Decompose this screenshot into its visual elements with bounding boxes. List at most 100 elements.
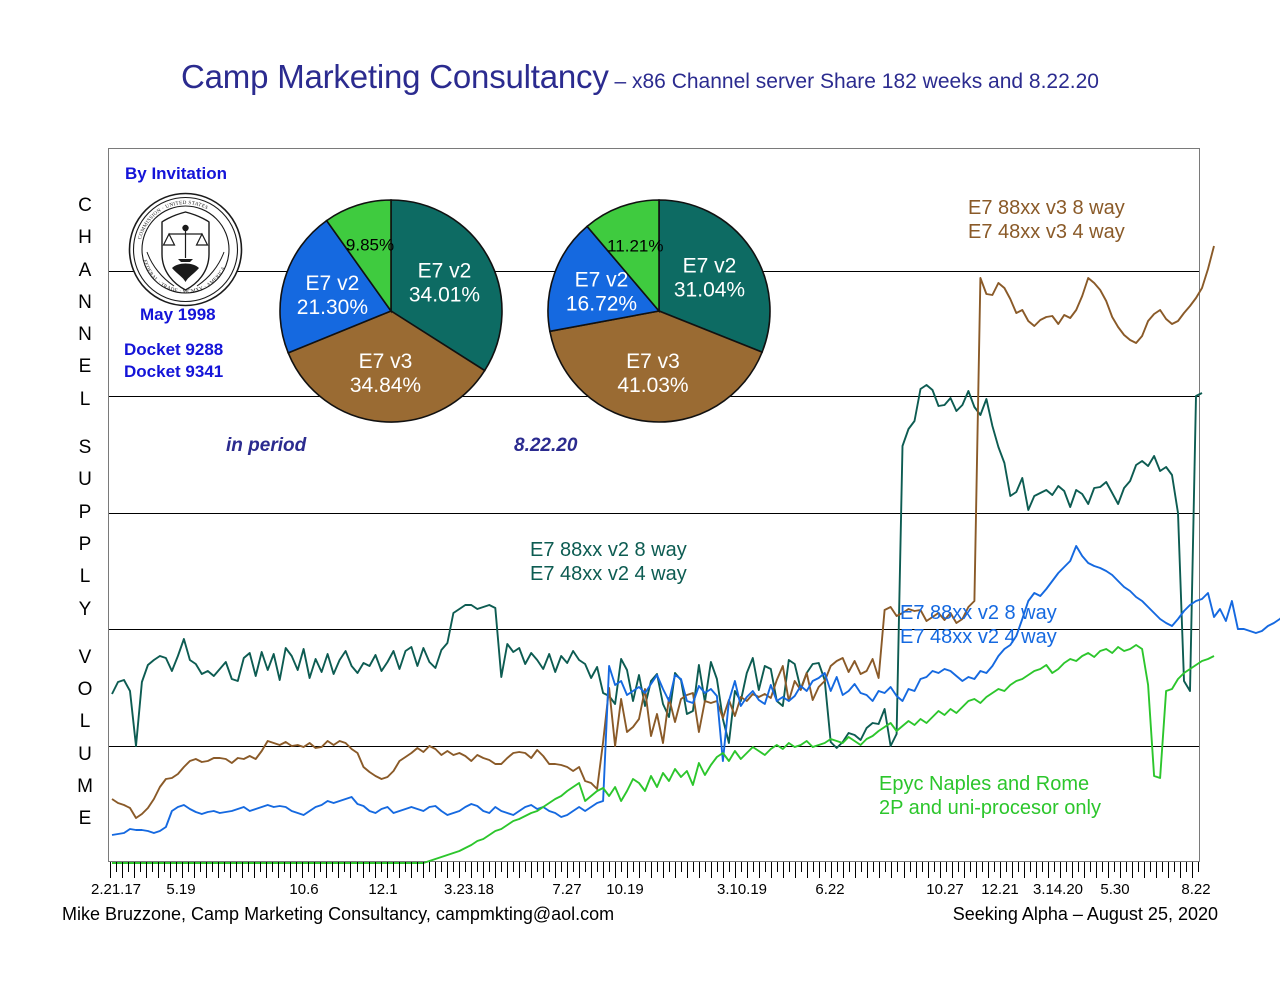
x-axis-tick xyxy=(783,862,785,878)
x-axis-tick xyxy=(332,862,334,872)
x-axis-tick xyxy=(518,862,520,878)
pie-8-22-20-caption: 8.22.20 xyxy=(514,435,578,456)
y-axis-letter: Y xyxy=(78,598,92,620)
x-axis-tick xyxy=(741,862,743,872)
timeseries-lines xyxy=(111,245,1280,864)
x-axis-tick xyxy=(891,862,893,878)
x-axis-tick xyxy=(759,862,761,878)
x-axis-tick xyxy=(152,862,154,872)
x-axis-tick xyxy=(206,862,208,878)
pie-slice xyxy=(547,225,661,333)
x-axis-tick xyxy=(807,862,809,878)
x-axis-tick xyxy=(627,862,628,878)
pie-slice xyxy=(287,310,486,423)
x-axis-tick-label: 10.19 xyxy=(606,881,644,898)
x-axis-tick xyxy=(1065,862,1067,872)
x-axis-tick xyxy=(1137,862,1139,872)
x-axis-tick xyxy=(596,862,598,872)
x-axis-tick xyxy=(861,862,863,872)
x-axis-tick xyxy=(326,862,328,878)
x-axis-tick xyxy=(260,862,262,872)
x-axis-tick xyxy=(909,862,911,872)
x-axis-tick xyxy=(410,862,412,878)
x-axis-tick xyxy=(236,862,238,872)
y-axis-letter: L xyxy=(79,388,91,410)
x-axis-tick xyxy=(344,862,346,872)
pie-slice xyxy=(325,199,392,314)
x-axis-tick xyxy=(669,862,670,872)
x-axis-tick xyxy=(1089,862,1091,872)
legend-e7-v2-blue: E7 88xx v2 8 way E7 48xx v2 4 way xyxy=(900,601,1057,650)
x-axis-tick xyxy=(362,862,364,878)
x-axis-tick xyxy=(1143,862,1145,878)
docket-9341-label: Docket 9341 xyxy=(124,362,224,381)
x-axis-tick xyxy=(1071,862,1073,878)
x-axis-tick xyxy=(500,862,502,872)
footer-author: Mike Bruzzone, Camp Marketing Consultanc… xyxy=(62,904,615,924)
legend-e7-v2-teal-line2: E7 48xx v2 4 way xyxy=(530,563,687,586)
x-axis-tick xyxy=(416,862,418,872)
x-axis-tick xyxy=(867,862,869,878)
x-axis-tick xyxy=(464,862,466,872)
x-axis-tick xyxy=(602,862,604,878)
x-axis-tick-label: 3.23.18 xyxy=(443,881,495,898)
pie-in-period-caption: in period xyxy=(226,435,307,456)
x-axis-tick-label: 3.10.19 xyxy=(716,881,768,898)
x-axis-tick xyxy=(434,862,436,878)
x-axis-tick xyxy=(717,862,719,872)
x-axis-tick xyxy=(987,862,989,878)
x-axis-tick xyxy=(212,862,214,872)
x-axis-tick xyxy=(885,862,887,872)
pie-8-22-20: E7 v2 31.04% E7 v3 41.03% E7 v2 16.72% 11.21% xyxy=(545,197,773,425)
x-axis-tick xyxy=(470,862,472,878)
series-line xyxy=(111,245,1215,819)
x-axis-tick xyxy=(903,862,905,878)
x-axis-tick xyxy=(590,862,592,878)
x-axis-tick xyxy=(951,862,953,878)
legend-epyc: Epyc Naples and Rome 2P and uni-procesor… xyxy=(879,772,1101,821)
x-axis-tick xyxy=(1029,862,1031,872)
x-axis-tick xyxy=(1059,862,1061,878)
x-axis-tick xyxy=(663,862,664,878)
x-axis-tick xyxy=(1149,862,1151,872)
x-axis-tick xyxy=(404,862,406,872)
y-axis-letter: L xyxy=(79,566,91,588)
x-axis-tick xyxy=(939,862,941,878)
docket-9288-label: Docket 9288 xyxy=(124,340,224,359)
legend-e7-v3: E7 88xx v3 8 way E7 48xx v3 4 way xyxy=(968,196,1125,245)
y-axis-letter: E xyxy=(78,808,92,830)
x-axis-tick xyxy=(1167,862,1169,878)
x-axis-tick xyxy=(542,862,544,878)
x-axis-tick xyxy=(554,862,556,878)
x-axis-tick xyxy=(146,862,148,878)
x-axis-tick xyxy=(729,862,731,872)
y-axis-letter: A xyxy=(78,259,92,281)
x-axis-tick xyxy=(711,862,713,878)
y-axis-letter: L xyxy=(79,711,91,733)
x-axis-tick xyxy=(873,862,875,872)
y-axis-letter: P xyxy=(78,501,92,523)
x-axis-tick-label: 3.14.20 xyxy=(1032,881,1084,898)
x-axis-tick xyxy=(530,862,532,878)
pie-slice xyxy=(548,310,764,423)
x-axis-tick xyxy=(386,862,388,878)
x-axis-tick xyxy=(116,862,117,872)
y-axis-letter: N xyxy=(78,324,92,346)
x-axis-tick xyxy=(164,862,166,872)
x-axis-tick xyxy=(915,862,917,878)
footer-source: Seeking Alpha – August 25, 2020 xyxy=(952,904,1218,924)
x-axis-tick xyxy=(620,862,622,872)
x-axis-tick-label: 6.22 xyxy=(815,881,845,898)
y-axis-letter: U xyxy=(78,469,92,491)
y-axis-letter: E xyxy=(78,356,92,378)
x-axis-tick xyxy=(819,862,821,878)
x-axis-tick xyxy=(200,862,202,872)
x-axis-tick xyxy=(488,862,490,872)
x-axis-tick xyxy=(1119,862,1121,878)
x-axis-tick xyxy=(110,862,111,878)
x-axis-tick xyxy=(897,862,899,872)
gridline xyxy=(109,513,1199,514)
x-axis-tick xyxy=(879,862,881,878)
pie-slice xyxy=(585,199,660,314)
